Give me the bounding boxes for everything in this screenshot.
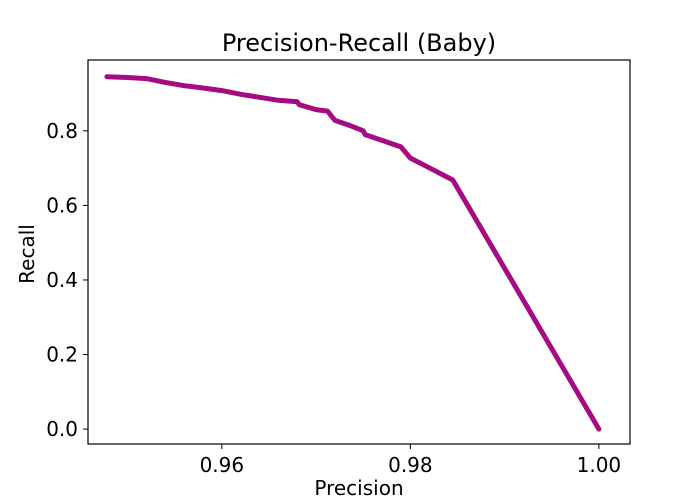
plot-frame: [87, 59, 631, 445]
y-tick-label: 0.8: [46, 119, 78, 143]
x-tick-label: 0.96: [200, 453, 245, 477]
y-axis-label: Recall: [15, 224, 39, 284]
x-tick-label: 0.98: [388, 453, 433, 477]
y-tick-label: 0.4: [46, 268, 78, 292]
series-line-0: [104, 74, 602, 432]
y-tick-label: 0.6: [46, 193, 78, 217]
y-tick-label: 0.0: [46, 417, 78, 441]
plot-area: 0.96 0.98 1.00 0.0 0.2 0.4 0.6 0.8: [46, 59, 631, 477]
x-axis-label: Precision: [314, 476, 403, 500]
chart-title: Precision-Recall (Baby): [222, 29, 496, 57]
y-tick-label: 0.2: [46, 343, 78, 367]
x-tick-label: 1.00: [577, 453, 622, 477]
